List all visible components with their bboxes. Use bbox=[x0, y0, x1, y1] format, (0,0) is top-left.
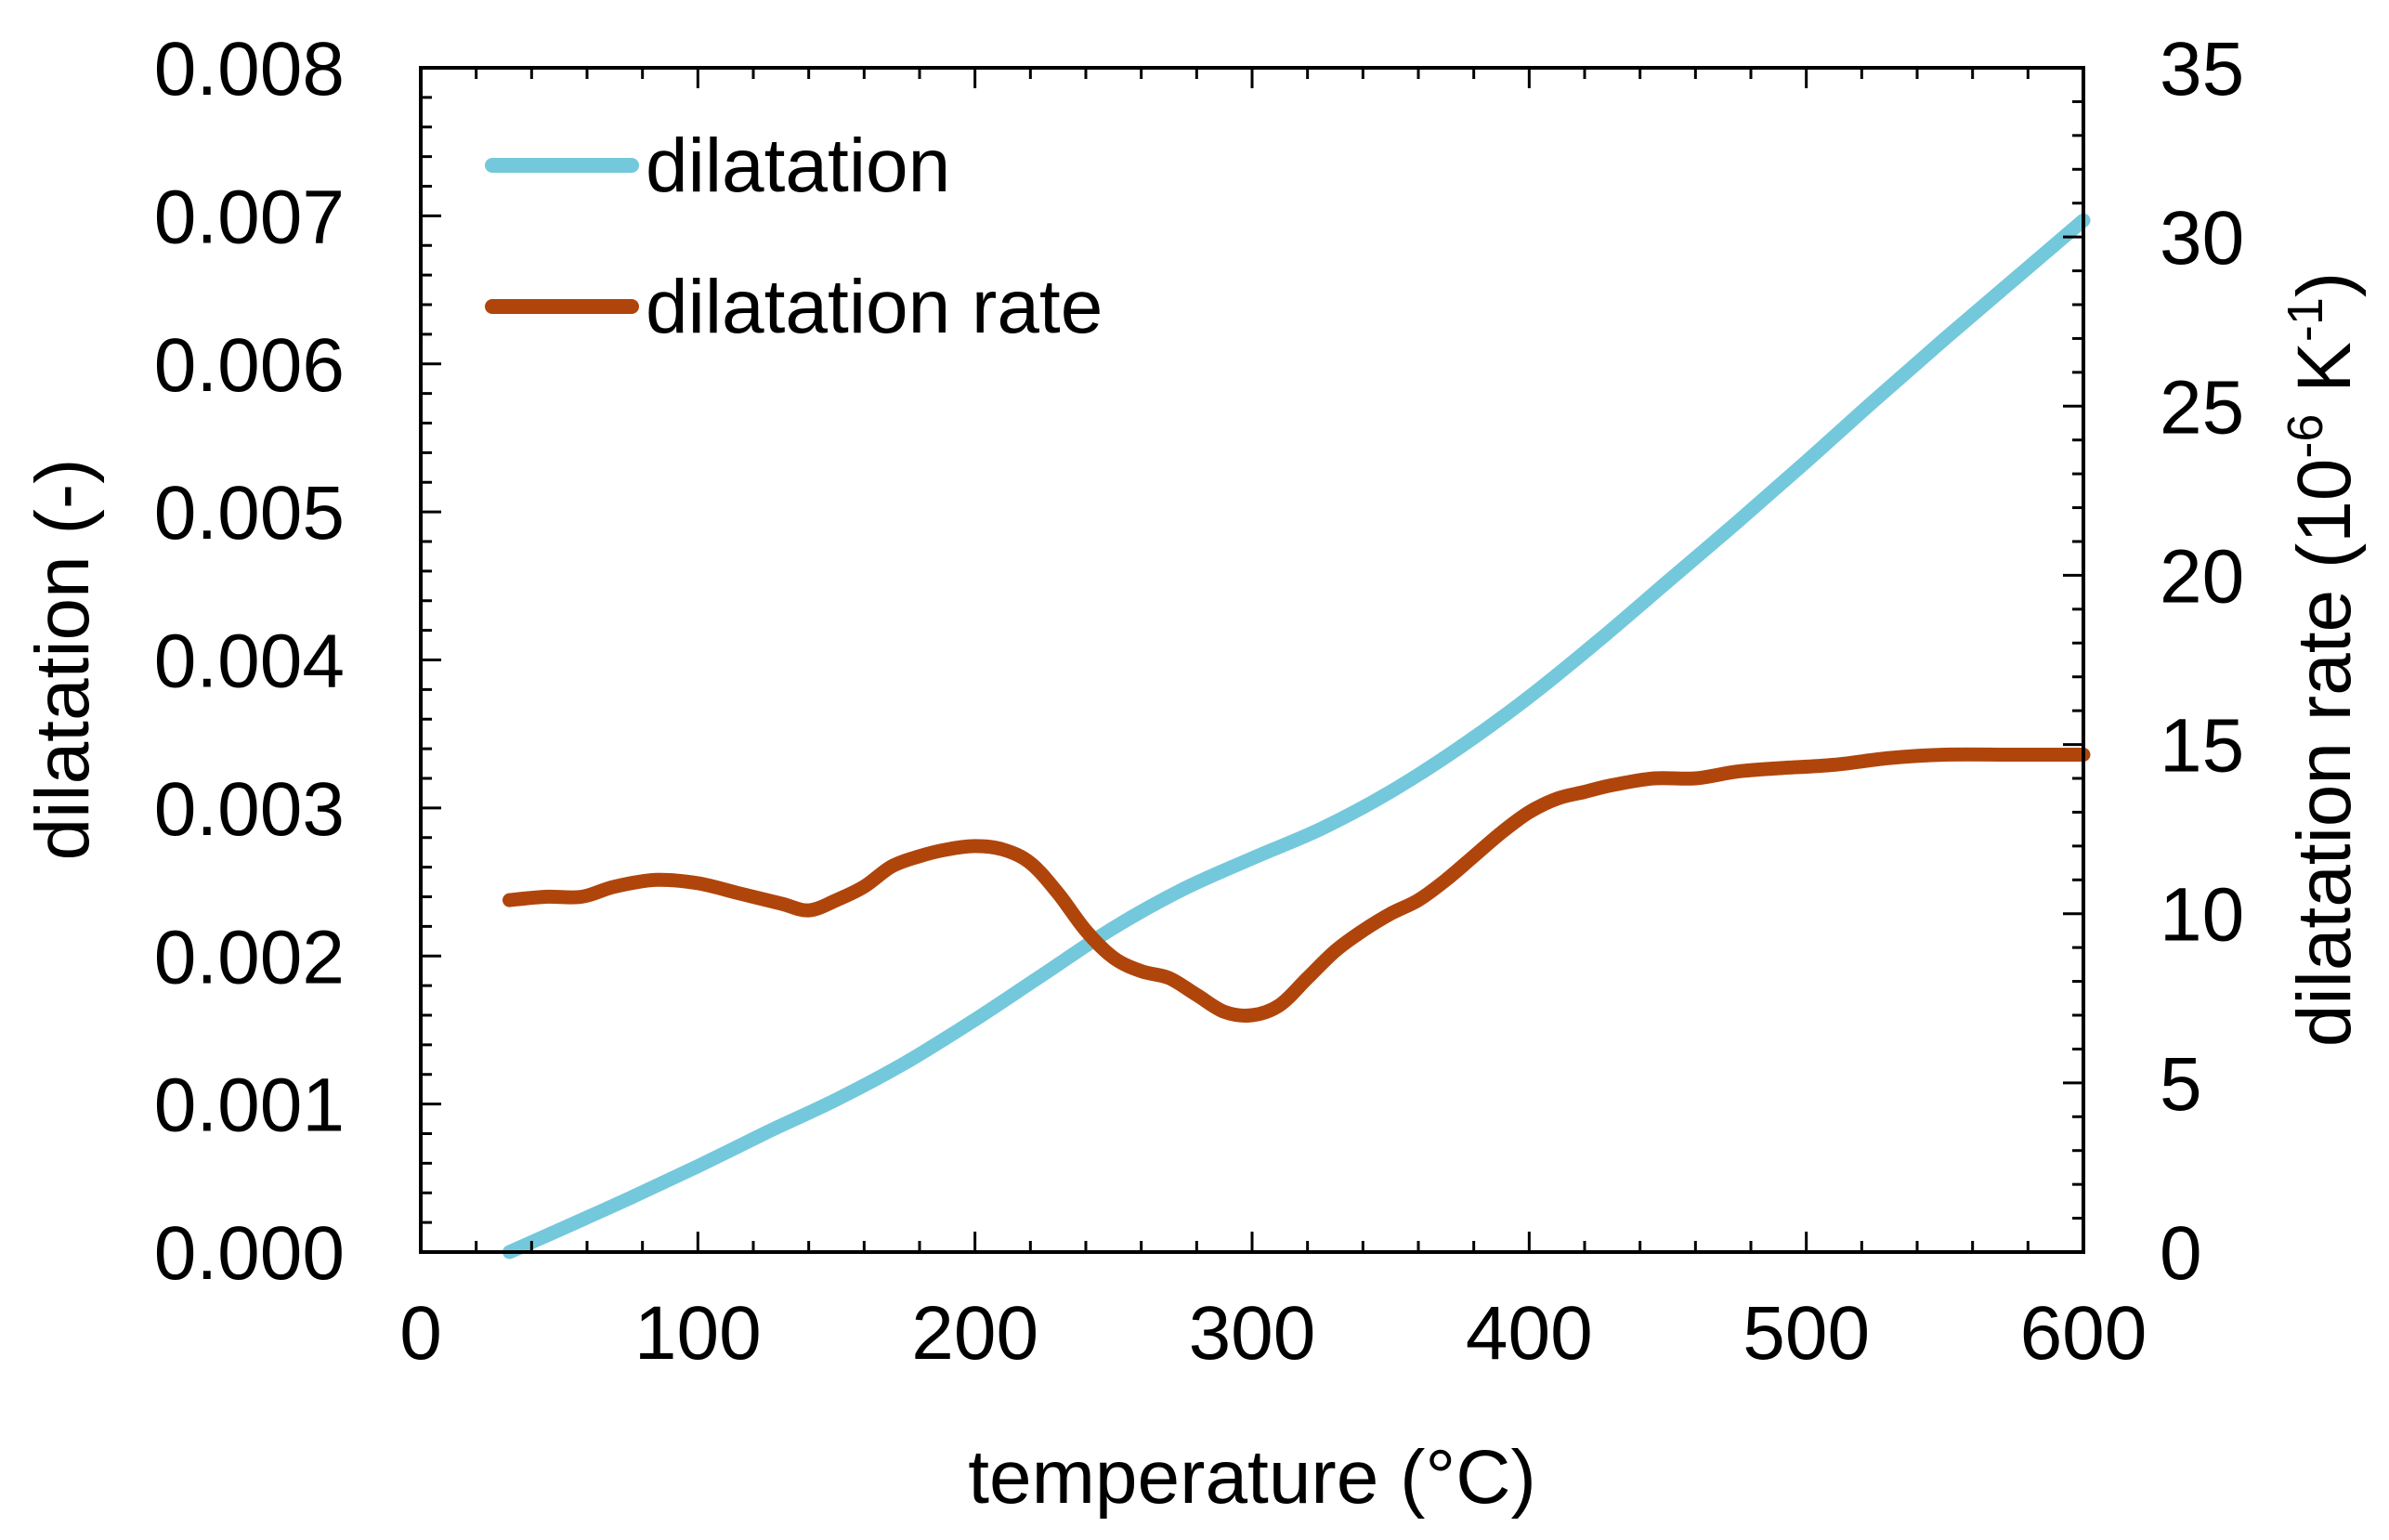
x-tick-labels: 0 100 200 300 400 500 600 bbox=[399, 1291, 2147, 1376]
y-right-title-sup1: -6 bbox=[2278, 414, 2333, 459]
y-left-tick-label: 0.005 bbox=[154, 471, 345, 555]
y-right-title-mid: K bbox=[2282, 342, 2367, 413]
y-right-tick-labels: 0 5 10 15 20 25 30 35 bbox=[2160, 27, 2244, 1296]
x-tick-label: 200 bbox=[911, 1291, 1038, 1376]
y-left-tick-label: 0.000 bbox=[154, 1211, 345, 1296]
y-left-tick-label: 0.007 bbox=[154, 175, 345, 259]
y-right-title-end: ) bbox=[2282, 272, 2367, 297]
x-axis-title: temperature (°C) bbox=[968, 1435, 1536, 1520]
y-right-tick-label: 35 bbox=[2160, 27, 2244, 111]
y-right-title-base: dilatation rate (10 bbox=[2282, 459, 2367, 1048]
y-left-tick-label: 0.004 bbox=[154, 620, 345, 704]
x-tick-label: 100 bbox=[634, 1291, 762, 1376]
y-right-tick-label: 10 bbox=[2160, 873, 2244, 958]
x-tick-label: 0 bbox=[399, 1291, 442, 1376]
y-right-tick-label: 5 bbox=[2160, 1042, 2202, 1127]
y-left-tick-labels: 0.000 0.001 0.002 0.003 0.004 0.005 0.006 0.007… bbox=[154, 27, 345, 1296]
y-right-tick-label: 20 bbox=[2160, 534, 2244, 619]
y-left-tick-label: 0.002 bbox=[154, 915, 345, 999]
x-tick-label: 500 bbox=[1743, 1291, 1870, 1376]
y-left-tick-label: 0.006 bbox=[154, 323, 345, 408]
x-tick-label: 400 bbox=[1466, 1291, 1593, 1376]
legend-label-dilatation: dilatation bbox=[646, 124, 950, 208]
y-right-tick-label: 25 bbox=[2160, 365, 2244, 450]
y-right-title-sup2: -1 bbox=[2278, 297, 2333, 342]
y-right-tick-label: 0 bbox=[2160, 1211, 2202, 1296]
plot-area-frame bbox=[419, 66, 2085, 1254]
legend-label-dilatation-rate: dilatation rate bbox=[646, 265, 1103, 349]
y-left-tick-label: 0.003 bbox=[154, 767, 345, 852]
x-tick-label: 300 bbox=[1189, 1291, 1316, 1376]
y-right-axis-title: dilatation rate (10-6 K-1) bbox=[2278, 272, 2367, 1047]
y-right-tick-label: 15 bbox=[2160, 704, 2244, 789]
y-left-tick-label: 0.001 bbox=[154, 1064, 345, 1148]
legend: dilatation dilatation rate bbox=[485, 124, 1103, 349]
series-line-dilatation-rate bbox=[503, 747, 2091, 1023]
y-right-tick-label: 30 bbox=[2160, 196, 2244, 281]
y-left-tick-label: 0.008 bbox=[154, 27, 345, 111]
y-left-axis-title: dilatation (-) bbox=[20, 459, 105, 861]
x-tick-label: 600 bbox=[2020, 1291, 2147, 1376]
series-line-dilatation bbox=[503, 213, 2091, 1259]
series-layer bbox=[503, 213, 2091, 1259]
